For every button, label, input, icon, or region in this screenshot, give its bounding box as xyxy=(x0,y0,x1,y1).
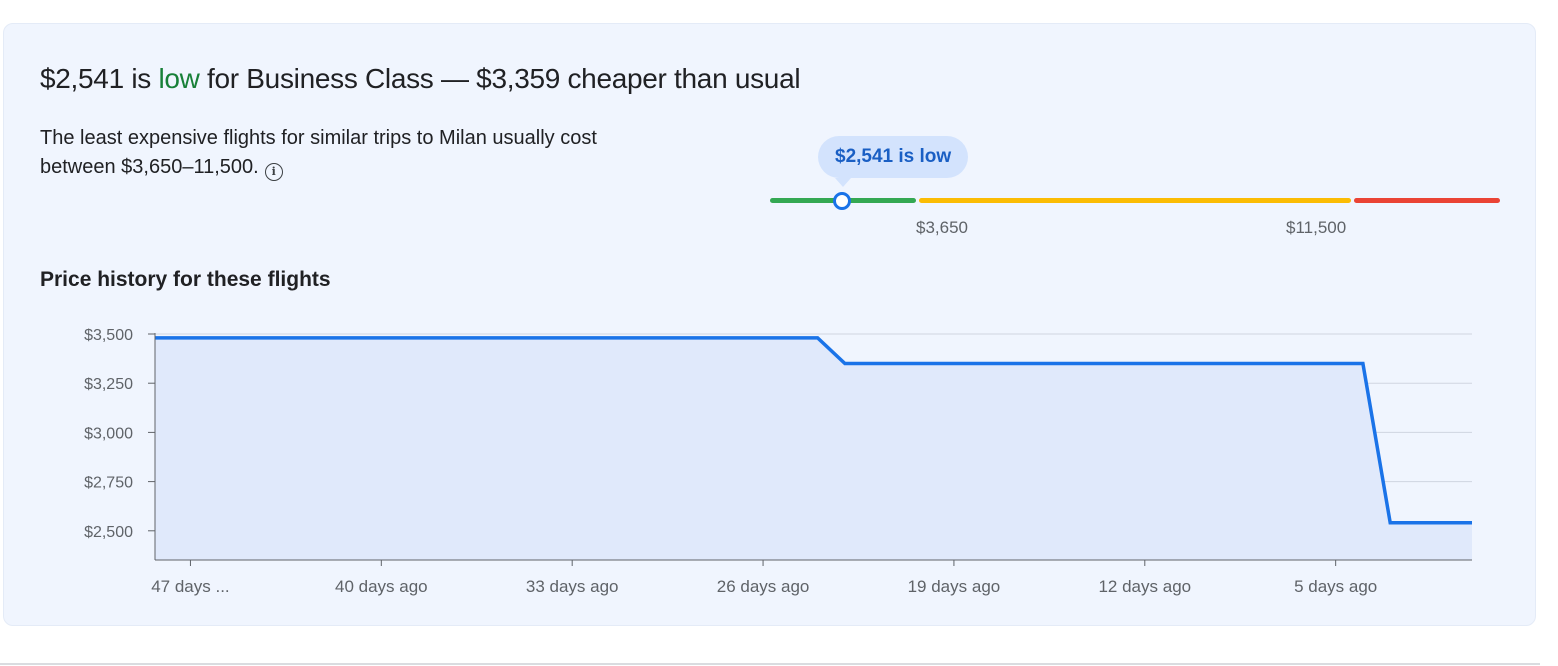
current-price-tooltip: $2,541 is low xyxy=(818,136,969,187)
is-word: is xyxy=(131,63,151,94)
price-area-fill xyxy=(155,337,1472,560)
y-tick-label: $2,750 xyxy=(84,475,133,492)
current-price-marker xyxy=(833,192,851,210)
typical-range-segment xyxy=(919,198,1351,203)
info-icon[interactable]: i xyxy=(264,163,283,181)
price-rating: low xyxy=(158,63,200,94)
y-tick-label: $3,000 xyxy=(84,425,133,442)
description-text: The least expensive flights for similar … xyxy=(40,127,597,178)
x-tick-label: 19 days ago xyxy=(908,577,1001,596)
x-tick-label: 26 days ago xyxy=(717,577,810,596)
high-range-segment xyxy=(1354,198,1500,203)
headline-rest: for Business Class — $3,359 cheaper than… xyxy=(207,63,801,94)
price-series-line xyxy=(155,336,1472,525)
price-description: The least expensive flights for similar … xyxy=(40,124,600,182)
price-history-title: Price history for these flights xyxy=(40,268,331,291)
x-tick-label: 12 days ago xyxy=(1098,577,1191,596)
y-tick-label: $2,500 xyxy=(84,524,133,541)
price-range-bar: $2,541 is low $3,650 $11,500 xyxy=(770,130,1500,240)
x-tick-label: 40 days ago xyxy=(335,577,428,596)
y-tick-label: $3,250 xyxy=(84,376,133,393)
section-divider xyxy=(0,663,1540,665)
range-low-label: $3,650 xyxy=(916,218,968,237)
range-high-label: $11,500 xyxy=(1286,218,1347,237)
x-tick-label: 47 days ... xyxy=(151,577,229,596)
x-tick-label: 33 days ago xyxy=(526,577,619,596)
y-tick-label: $3,500 xyxy=(84,327,133,344)
current-price: $2,541 xyxy=(40,63,124,94)
x-tick-label: 5 days ago xyxy=(1294,577,1377,596)
price-insight-headline: $2,541 is low for Business Class — $3,35… xyxy=(40,60,801,98)
